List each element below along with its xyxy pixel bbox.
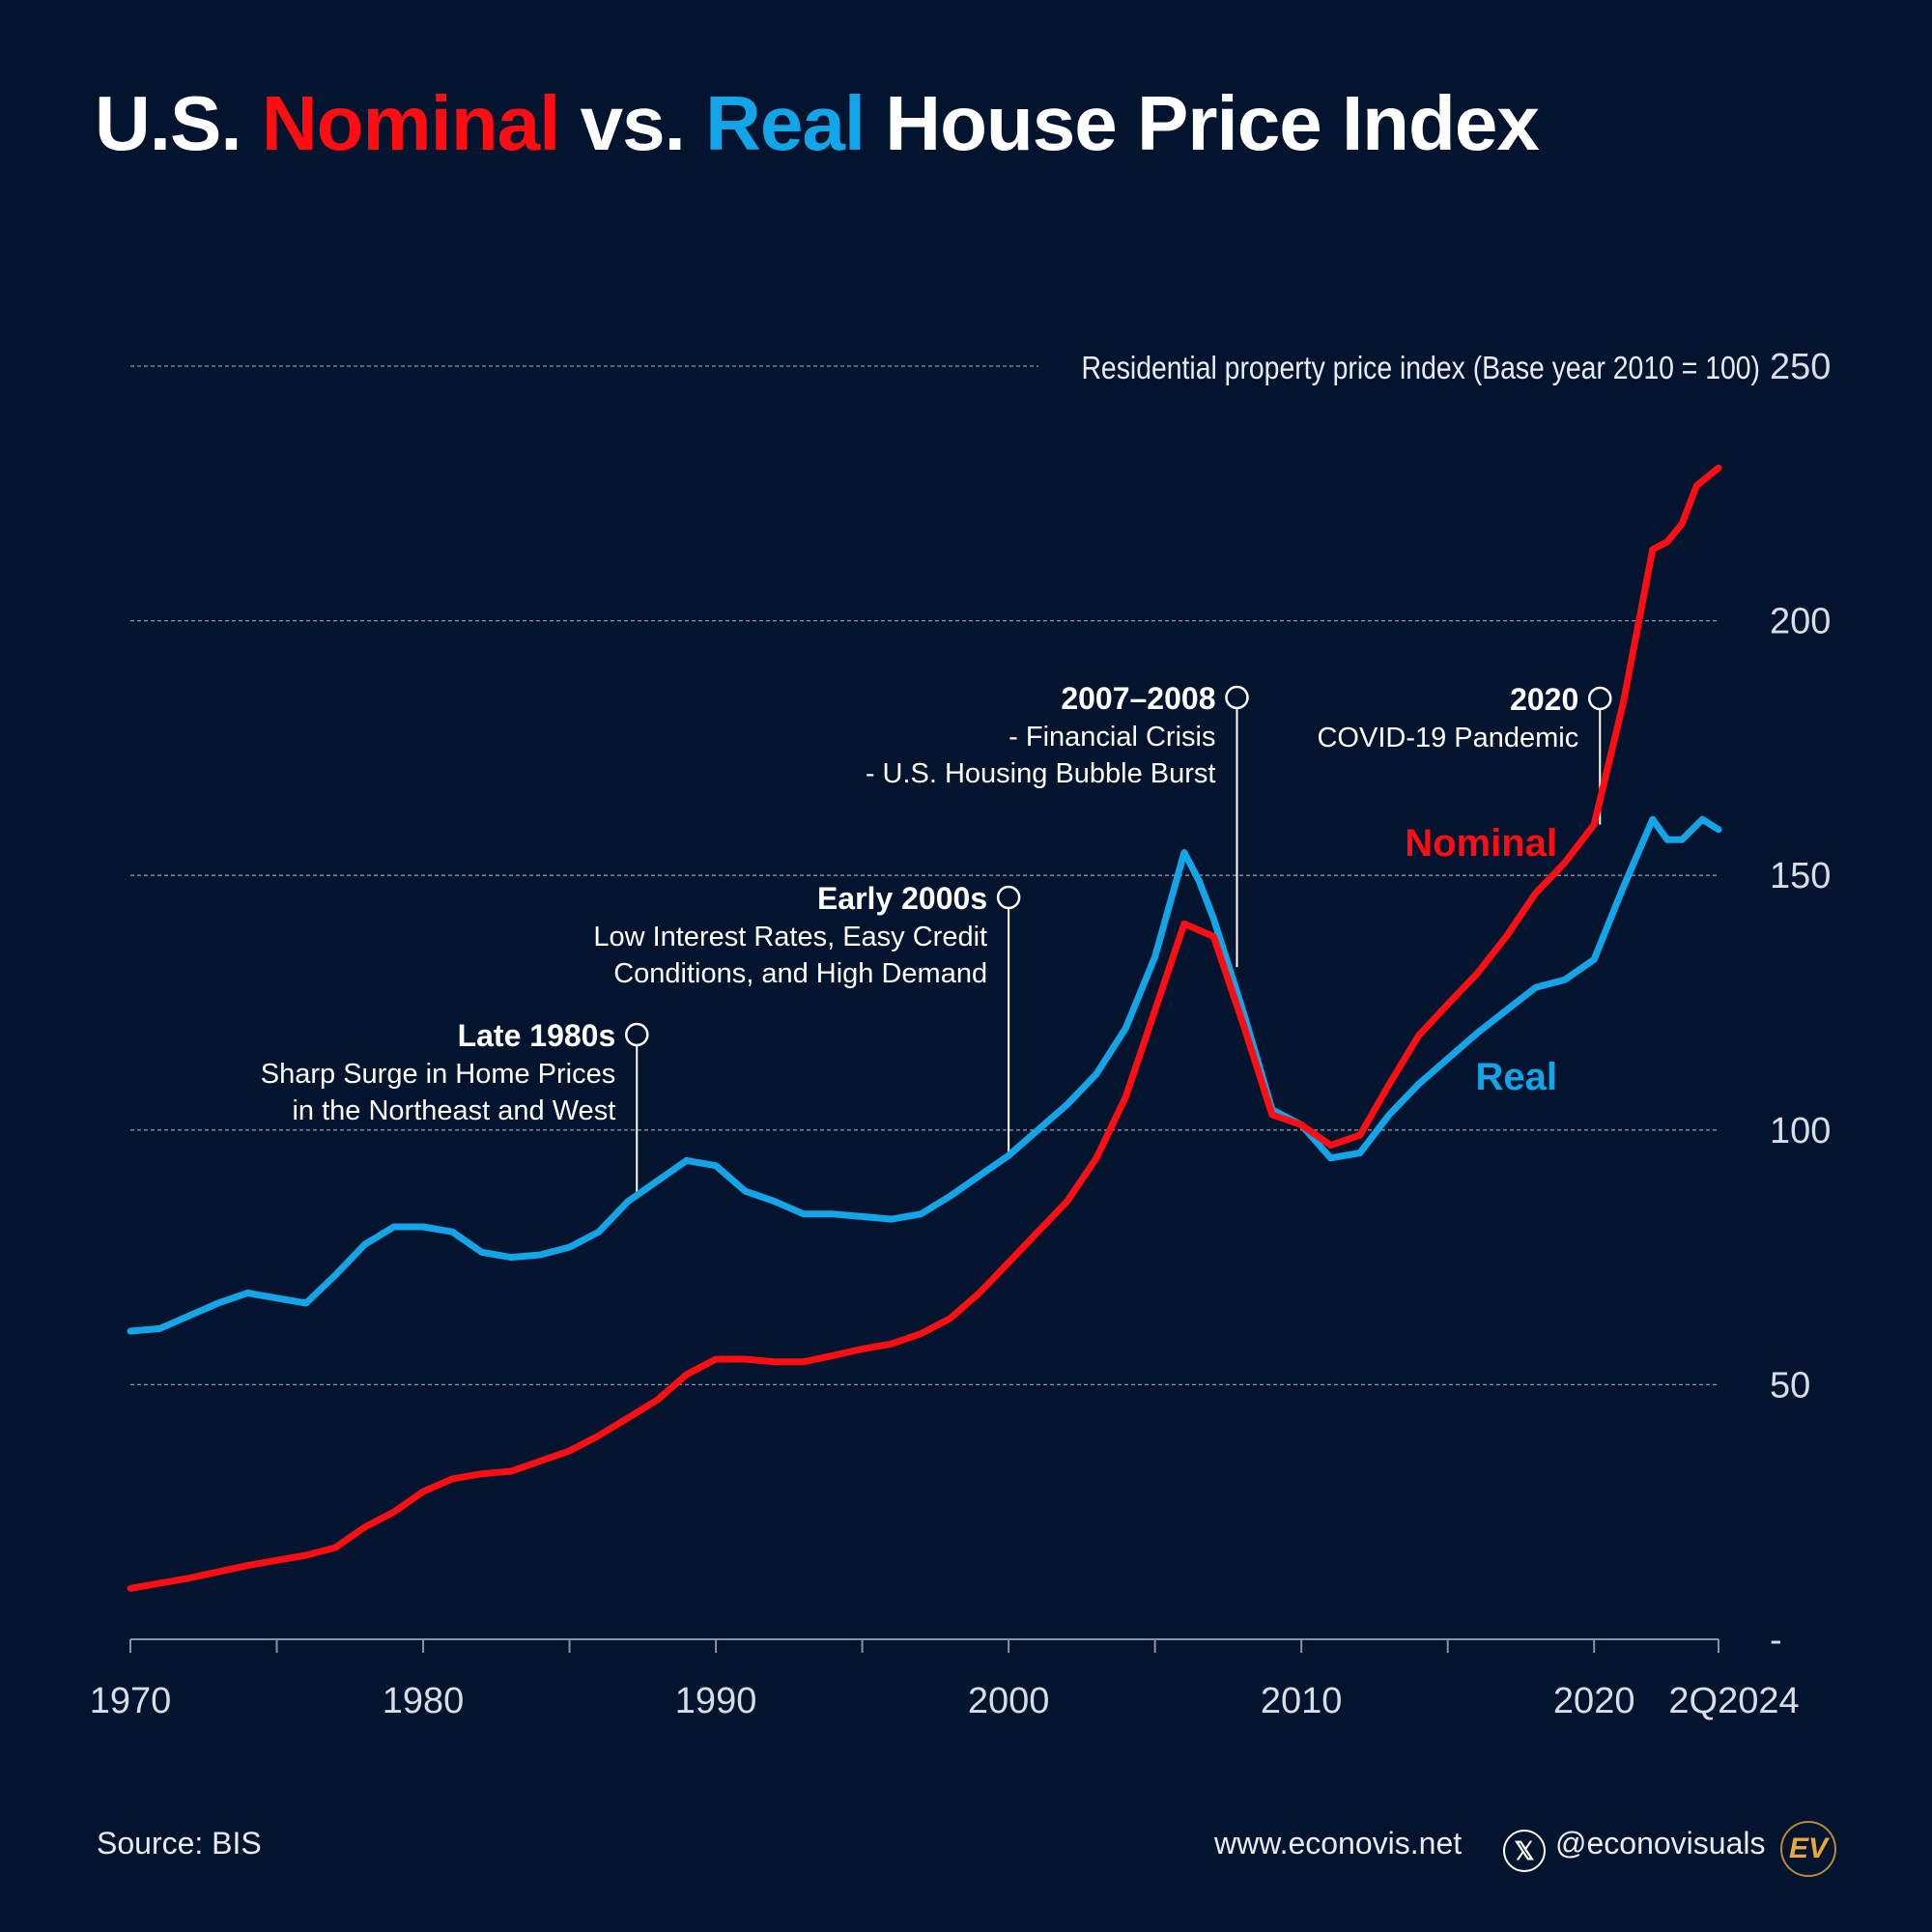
x-tick-label: 2Q2024 — [1668, 1681, 1799, 1721]
annotation-title: Late 1980s — [458, 1018, 616, 1053]
annotation-text: Sharp Surge in Home Prices — [261, 1059, 616, 1090]
x-tick-label: 2020 — [1553, 1681, 1635, 1721]
y-tick-label: 50 — [1770, 1365, 1810, 1406]
logo-text: EV — [1788, 1833, 1829, 1864]
annotation-text: Low Interest Rates, Easy Credit — [593, 922, 987, 952]
annotation-title: 2020 — [1510, 682, 1578, 717]
annotation-text: - U.S. Housing Bubble Burst — [866, 758, 1216, 789]
y-axis-label: Residential property price index (Base y… — [1081, 350, 1760, 386]
series-label-nominal: Nominal — [1405, 822, 1557, 865]
source-text: Source: BIS — [97, 1826, 262, 1861]
title-part3: House Price Index — [865, 80, 1540, 166]
website-link[interactable]: www.econovis.net — [1214, 1826, 1463, 1861]
annotation-marker — [625, 1022, 649, 1047]
y-tick-label: 200 — [1770, 602, 1831, 642]
x-tick-label: 1980 — [383, 1681, 465, 1721]
y-tick-label: 100 — [1770, 1111, 1831, 1151]
social-handle[interactable]: @econovisuals — [1555, 1826, 1766, 1861]
annotation-title: Early 2000s — [817, 881, 987, 916]
series-line-nominal — [127, 464, 1722, 1592]
y-tick-label: - — [1770, 1620, 1782, 1661]
y-tick-label: 150 — [1770, 856, 1831, 896]
x-tick-label: 1970 — [90, 1681, 172, 1721]
x-tick-label: 2000 — [968, 1681, 1050, 1721]
annotation-text: in the Northeast and West — [292, 1095, 615, 1126]
title-part1: U.S. — [95, 80, 262, 166]
x-logo-icon[interactable]: 𝕏 — [1503, 1830, 1546, 1872]
y-tick-label: 250 — [1770, 347, 1831, 387]
series-line-real — [127, 815, 1722, 1335]
econovis-logo: EV — [1780, 1821, 1836, 1877]
annotation-title: 2007–2008 — [1061, 681, 1215, 716]
title-nominal: Nominal — [261, 80, 561, 166]
series-label-real: Real — [1476, 1056, 1558, 1098]
x-tick-label: 1990 — [675, 1681, 757, 1721]
annotation-marker — [1588, 686, 1612, 711]
annotation-marker — [996, 885, 1021, 910]
chart-title: U.S. Nominal vs. Real House Price Index — [95, 79, 1540, 168]
annotation-text: Conditions, and High Demand — [613, 958, 987, 989]
annotation-text: COVID-19 Pandemic — [1317, 723, 1578, 753]
x-tick-label: 2010 — [1261, 1681, 1343, 1721]
title-real: Real — [705, 80, 866, 166]
annotation-text: - Financial Crisis — [1009, 722, 1215, 753]
annotation-marker — [1225, 685, 1249, 710]
title-part2: vs. — [559, 80, 706, 166]
